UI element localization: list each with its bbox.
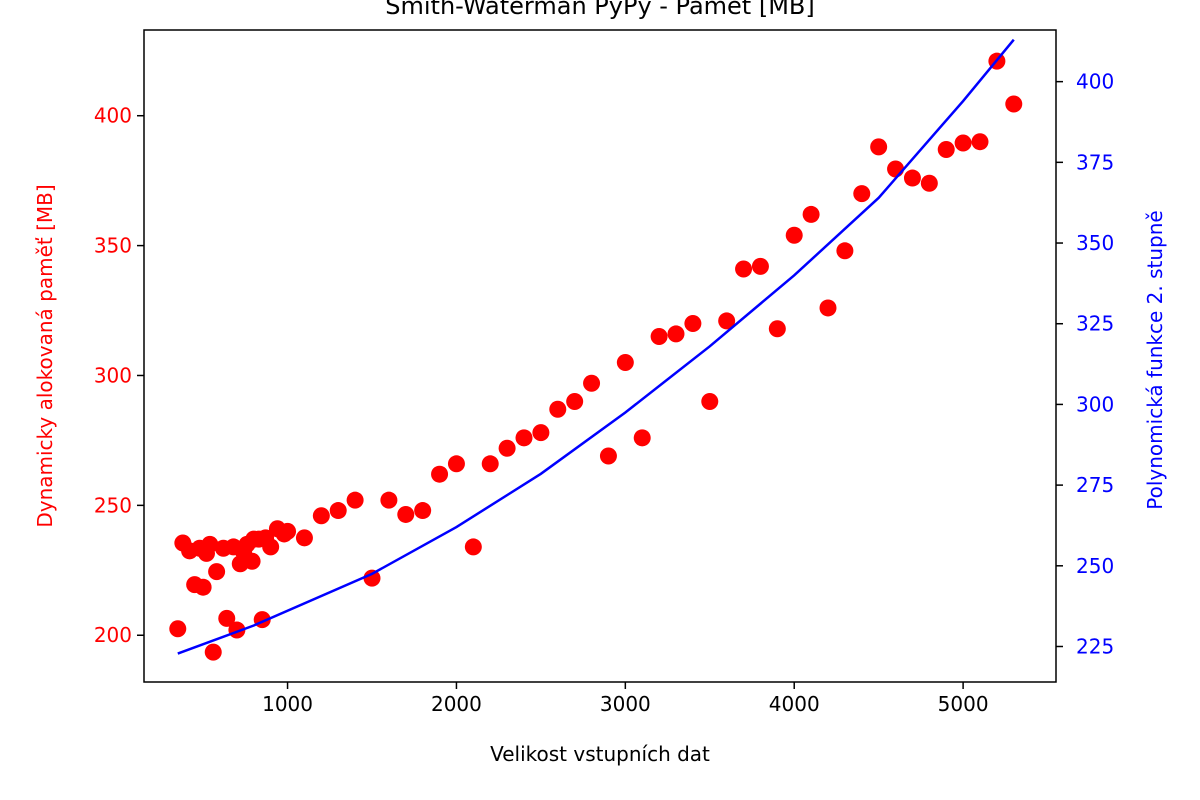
y-axis-left-label: Dynamicky alokovaná paměť [MB] bbox=[33, 184, 57, 527]
scatter-point bbox=[346, 491, 364, 509]
scatter-point bbox=[599, 447, 617, 465]
y-axis-left: 200 250 300 350 400 bbox=[94, 104, 144, 647]
y-right-tick-label: 375 bbox=[1076, 150, 1114, 174]
y-right-tick-label: 275 bbox=[1076, 473, 1114, 497]
scatter-point bbox=[887, 160, 905, 178]
scatter-point bbox=[751, 257, 769, 275]
scatter-point bbox=[363, 569, 381, 587]
scatter-point bbox=[515, 429, 533, 447]
scatter-point bbox=[903, 169, 921, 187]
y-axis-right: 225 250 275 300 325 350 375 400 bbox=[1056, 70, 1114, 658]
x-tick-label: 3000 bbox=[600, 692, 651, 716]
y-right-tick-label: 225 bbox=[1076, 634, 1114, 658]
scatter-point bbox=[218, 609, 236, 627]
chart-title: Smith-Waterman PyPy - Paměť [MB] bbox=[385, 0, 815, 20]
x-tick-label: 2000 bbox=[431, 692, 482, 716]
x-axis: 1000 2000 3000 4000 5000 bbox=[262, 682, 989, 716]
scatter-point bbox=[735, 260, 753, 278]
scatter-point bbox=[971, 133, 989, 151]
y-left-tick-label: 250 bbox=[94, 493, 132, 517]
scatter-point bbox=[447, 455, 465, 473]
y-right-tick-label: 250 bbox=[1076, 554, 1114, 578]
y-left-tick-label: 350 bbox=[94, 234, 132, 258]
scatter-point bbox=[194, 578, 212, 596]
scatter-point bbox=[262, 538, 280, 556]
axes-frame bbox=[143, 29, 1057, 683]
scatter-point bbox=[204, 643, 222, 661]
scatter-point bbox=[633, 429, 651, 447]
scatter-point bbox=[667, 325, 685, 343]
y-right-tick-label: 325 bbox=[1076, 312, 1114, 336]
scatter-point bbox=[414, 502, 432, 520]
scatter-point bbox=[650, 328, 668, 346]
y-left-tick-label: 200 bbox=[94, 623, 132, 647]
scatter-point bbox=[768, 320, 786, 338]
scatter-point bbox=[718, 312, 736, 330]
scatter-point bbox=[616, 353, 634, 371]
scatter-point bbox=[312, 507, 330, 525]
scatter-point bbox=[481, 455, 499, 473]
scatter-point bbox=[920, 174, 938, 192]
scatter-point bbox=[684, 315, 702, 333]
scatter-point bbox=[498, 439, 516, 457]
x-tick-label: 4000 bbox=[769, 692, 820, 716]
scatter-point bbox=[532, 424, 550, 442]
x-tick-label: 5000 bbox=[938, 692, 989, 716]
scatter-point bbox=[329, 502, 347, 520]
scatter-point bbox=[201, 535, 219, 553]
scatter-point bbox=[295, 529, 313, 547]
scatter-point bbox=[819, 299, 837, 317]
scatter-point bbox=[701, 392, 719, 410]
x-tick-label: 1000 bbox=[262, 692, 313, 716]
y-left-tick-label: 300 bbox=[94, 363, 132, 387]
scatter-point bbox=[431, 465, 449, 483]
scatter-point bbox=[937, 140, 955, 158]
scatter-point bbox=[853, 185, 871, 203]
scatter-point bbox=[397, 505, 415, 523]
scatter-point bbox=[169, 620, 187, 638]
scatter-point bbox=[243, 552, 261, 570]
scatter-point bbox=[208, 563, 226, 581]
scatter-point bbox=[464, 538, 482, 556]
scatter-point bbox=[279, 522, 297, 540]
y-right-tick-label: 350 bbox=[1076, 231, 1114, 255]
y-left-tick-label: 400 bbox=[94, 104, 132, 128]
x-axis-label: Velikost vstupních dat bbox=[490, 742, 710, 766]
y-axis-right-label: Polynomická funkce 2. stupně bbox=[1143, 210, 1167, 509]
scatter-point bbox=[836, 242, 854, 260]
y-right-tick-label: 300 bbox=[1076, 392, 1114, 416]
scatter-point bbox=[566, 392, 584, 410]
scatter-point bbox=[1005, 95, 1023, 113]
y-right-tick-label: 400 bbox=[1076, 70, 1114, 94]
scatter-point bbox=[380, 491, 398, 509]
plot-area bbox=[169, 38, 1023, 661]
scatter-point bbox=[802, 205, 820, 223]
scatter-point bbox=[583, 374, 601, 392]
scatter-point bbox=[549, 400, 567, 418]
fit-line bbox=[177, 38, 1015, 655]
scatter-point bbox=[954, 134, 972, 152]
scatter-point bbox=[870, 138, 888, 156]
scatter-point bbox=[785, 226, 803, 244]
